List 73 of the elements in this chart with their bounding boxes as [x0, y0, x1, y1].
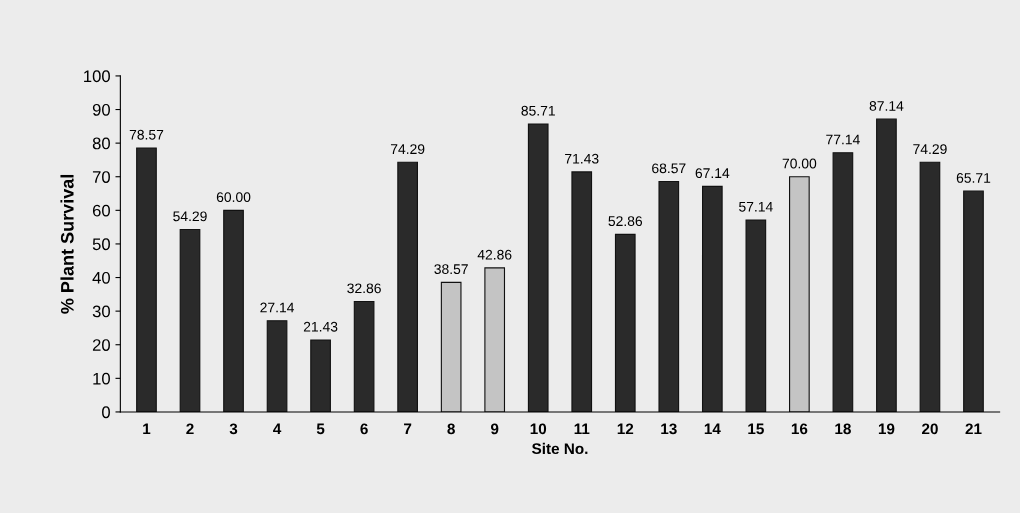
data-label: 74.29	[390, 144, 425, 155]
bar	[397, 161, 418, 412]
bar	[789, 176, 810, 412]
data-label: 70.00	[782, 158, 817, 169]
data-label: 54.29	[173, 211, 207, 222]
x-tick-label: 20	[921, 423, 938, 435]
y-tick-label: 50	[92, 238, 110, 251]
y-tick-label: 90	[92, 103, 110, 116]
x-tick-label: 5	[316, 423, 325, 435]
x-tick-label: 13	[661, 423, 677, 435]
y-tick-label: 80	[92, 137, 110, 150]
x-tick-label: 7	[404, 423, 412, 435]
x-tick-label: 12	[617, 423, 634, 435]
bar	[136, 147, 157, 412]
bar	[440, 281, 462, 412]
y-axis-title: % Plant Survival	[60, 174, 74, 314]
x-tick-label: 8	[447, 423, 455, 435]
bar	[745, 219, 767, 412]
x-tick-label: 2	[186, 423, 194, 435]
bar	[919, 161, 941, 412]
data-label: 57.14	[739, 201, 773, 212]
bar	[527, 123, 549, 412]
x-tick-label: 9	[490, 423, 499, 435]
y-tick-label: 70	[92, 171, 110, 183]
bar	[876, 118, 897, 412]
bar	[963, 190, 984, 412]
bar	[571, 171, 593, 412]
data-label: 52.86	[608, 216, 643, 227]
y-tick-label: 30	[92, 305, 110, 318]
bar	[658, 180, 680, 412]
data-label: 60.00	[216, 192, 251, 203]
bar	[701, 185, 723, 412]
data-label: 78.57	[129, 129, 164, 140]
x-axis-title: Site No.	[531, 442, 588, 455]
x-tick-label: 16	[791, 423, 808, 435]
data-label: 85.71	[521, 105, 555, 116]
x-tick-label: 14	[704, 423, 721, 435]
data-label: 65.71	[956, 173, 991, 183]
x-tick-label: 3	[229, 423, 238, 435]
y-tick-label: 60	[92, 204, 110, 217]
data-label: 32.86	[347, 283, 381, 294]
x-tick-label: 6	[360, 423, 368, 435]
bar	[353, 300, 375, 412]
y-tick-label: 0	[102, 406, 110, 419]
data-label: 87.14	[869, 101, 904, 111]
x-tick-label: 15	[748, 423, 764, 435]
data-label: 21.43	[303, 321, 338, 332]
y-tick-label: 10	[93, 372, 110, 385]
bar	[484, 267, 506, 412]
y-tick-label: 40	[92, 271, 110, 284]
data-label: 27.14	[260, 302, 295, 313]
x-tick-label: 19	[878, 423, 895, 435]
x-tick-label: 1	[143, 423, 151, 435]
x-tick-label: 10	[530, 423, 547, 435]
x-tick-label: 11	[574, 423, 590, 435]
bar	[223, 209, 244, 412]
data-label: 74.29	[913, 144, 947, 155]
data-label: 42.86	[477, 249, 512, 260]
x-tick-label: 18	[835, 423, 851, 435]
data-label: 38.57	[434, 264, 468, 275]
data-label: 67.14	[695, 168, 730, 179]
data-label: 68.57	[652, 163, 686, 174]
bar	[832, 152, 854, 412]
bar	[179, 228, 201, 412]
data-label: 77.14	[826, 134, 860, 145]
data-label: 71.43	[565, 153, 599, 164]
bar	[614, 233, 636, 412]
y-tick-label: 20	[92, 339, 110, 351]
y-tick-label: 100	[84, 70, 110, 83]
x-tick-label: 21	[965, 423, 982, 435]
bar	[266, 320, 288, 412]
x-tick-label: 4	[273, 423, 282, 435]
bar	[310, 339, 331, 412]
